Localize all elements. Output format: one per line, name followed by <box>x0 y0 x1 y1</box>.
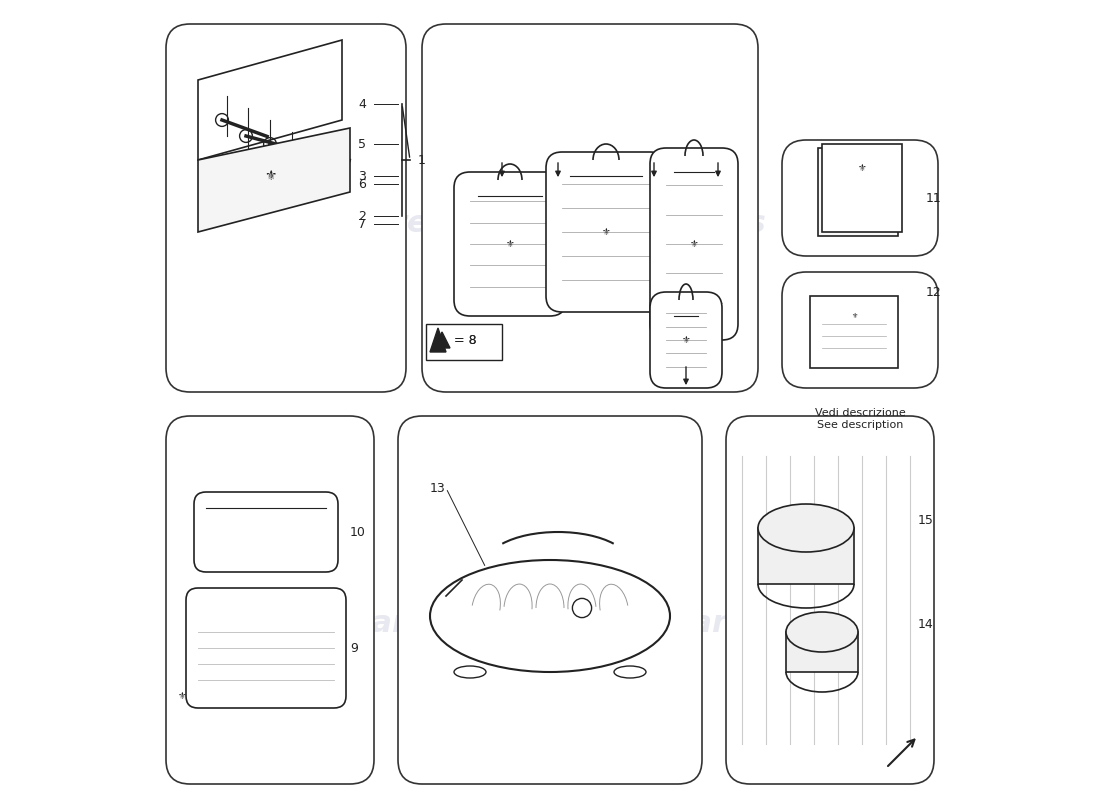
Text: 10: 10 <box>350 526 366 538</box>
Text: 4: 4 <box>359 98 366 110</box>
Text: eurospares: eurospares <box>573 610 767 638</box>
Text: ⚜: ⚜ <box>264 169 276 183</box>
Text: 12: 12 <box>926 286 942 298</box>
Text: ⚜: ⚜ <box>682 335 691 345</box>
Text: 13: 13 <box>430 482 446 494</box>
Text: eurospares: eurospares <box>254 210 447 238</box>
FancyBboxPatch shape <box>398 416 702 784</box>
FancyBboxPatch shape <box>454 172 566 316</box>
Text: = 8: = 8 <box>454 334 476 346</box>
FancyBboxPatch shape <box>186 588 346 708</box>
Text: eurospares: eurospares <box>573 210 767 238</box>
FancyBboxPatch shape <box>166 24 406 392</box>
FancyBboxPatch shape <box>782 272 938 388</box>
FancyBboxPatch shape <box>546 152 666 312</box>
FancyBboxPatch shape <box>810 296 898 368</box>
Text: 9: 9 <box>350 642 358 654</box>
Polygon shape <box>758 528 854 584</box>
Text: 1: 1 <box>418 154 426 166</box>
Text: ⚜: ⚜ <box>690 239 698 249</box>
Text: ⚜: ⚜ <box>177 691 186 701</box>
Text: 3: 3 <box>359 170 366 182</box>
Text: 14: 14 <box>918 618 934 630</box>
FancyBboxPatch shape <box>194 492 338 572</box>
Text: 5: 5 <box>358 138 366 150</box>
Text: 11: 11 <box>926 191 942 205</box>
FancyBboxPatch shape <box>818 148 898 236</box>
Polygon shape <box>430 328 446 352</box>
Text: 2: 2 <box>359 210 366 222</box>
Text: ⚜: ⚜ <box>851 313 857 319</box>
Ellipse shape <box>758 504 854 552</box>
Polygon shape <box>198 128 350 232</box>
Ellipse shape <box>786 612 858 652</box>
Text: 7: 7 <box>358 218 366 230</box>
FancyBboxPatch shape <box>650 148 738 340</box>
Text: 15: 15 <box>918 514 934 526</box>
FancyBboxPatch shape <box>426 324 502 360</box>
Text: eurospares: eurospares <box>254 610 447 638</box>
Polygon shape <box>434 332 450 348</box>
FancyBboxPatch shape <box>822 144 902 232</box>
Text: ⚜: ⚜ <box>506 239 515 249</box>
FancyBboxPatch shape <box>650 292 722 388</box>
FancyBboxPatch shape <box>166 416 374 784</box>
Polygon shape <box>786 632 858 672</box>
Text: 6: 6 <box>359 178 366 190</box>
Text: = 8: = 8 <box>454 334 476 346</box>
Text: Vedi descrizione
See description: Vedi descrizione See description <box>815 408 905 430</box>
Text: ⚜: ⚜ <box>858 163 867 173</box>
FancyBboxPatch shape <box>782 140 938 256</box>
FancyBboxPatch shape <box>726 416 934 784</box>
Text: ⚜: ⚜ <box>602 227 610 237</box>
FancyBboxPatch shape <box>422 24 758 392</box>
